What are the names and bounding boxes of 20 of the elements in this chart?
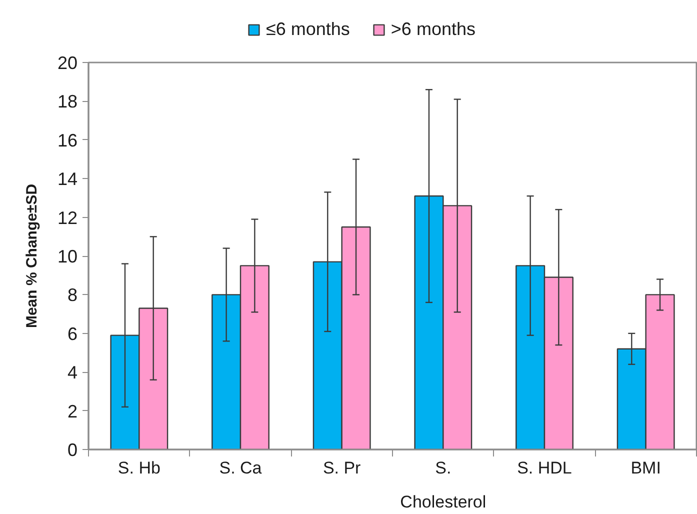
y-tick-label: 12 [57,208,78,228]
legend-label: >6 months [390,19,476,40]
y-tick-label: 0 [67,440,78,460]
y-tick-label: 6 [67,324,78,344]
y-tick-label: 2 [67,401,78,422]
x-tick-label: S. Pr [322,458,362,478]
y-axis-title: Mean % Change±SD [23,184,40,328]
x-tick-label: S. Cholesterol [400,458,486,512]
x-tick-label: S. Ca [219,458,262,478]
x-tick-label: S. Hb [118,458,160,478]
y-tick-label: 16 [57,130,78,150]
y-tick-label: 14 [57,169,78,190]
y-tick-label: 20 [57,53,78,73]
y-tick-label: 4 [67,362,78,383]
x-tick-label: S. HDL [517,458,572,478]
y-tick-label: 18 [57,92,78,112]
y-tick-label: 8 [67,285,78,306]
y-tick-label: 10 [57,246,78,266]
x-tick-label: BMI [630,458,661,478]
legend-label: ≤6 months [266,19,350,40]
